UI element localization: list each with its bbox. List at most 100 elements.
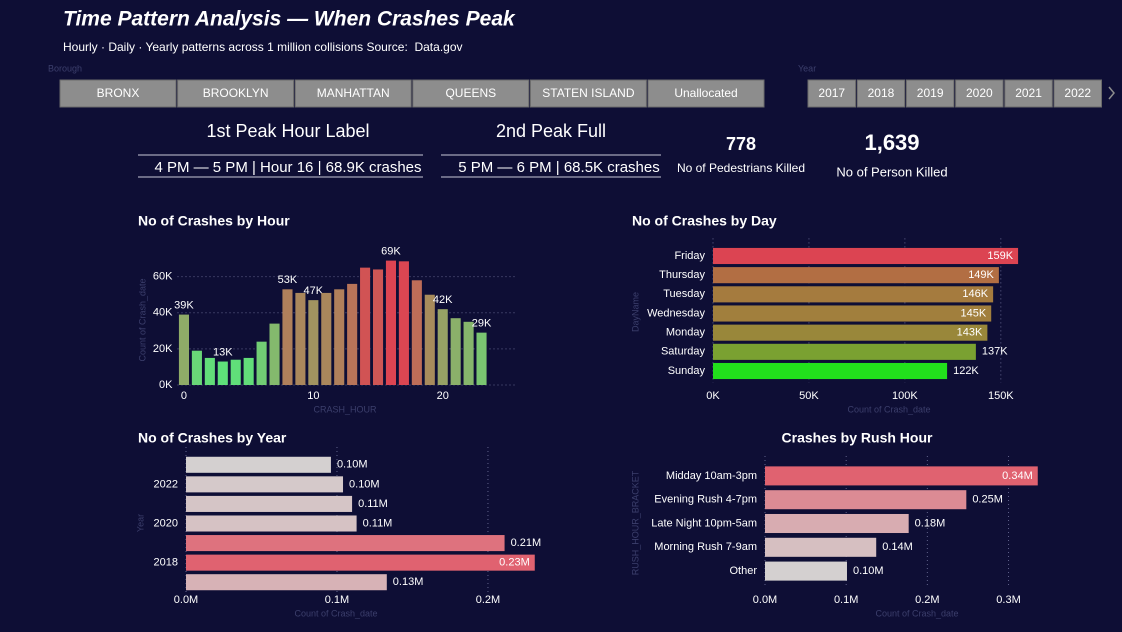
slicer-button[interactable]: 2018 — [856, 79, 906, 108]
y-axis-title: Year — [135, 514, 145, 532]
bar — [437, 309, 448, 385]
button-label[interactable]: 2019 — [917, 86, 944, 100]
y-tick-label: Saturday — [661, 346, 706, 358]
slicer-button[interactable]: BRONX — [59, 79, 177, 108]
bar — [765, 466, 1038, 486]
button-label[interactable]: 2021 — [1015, 86, 1042, 100]
bar — [230, 359, 241, 385]
data-label: 13K — [213, 346, 233, 358]
slicer-button[interactable]: 2022 — [1053, 79, 1102, 108]
slicer-button[interactable]: 2017 — [807, 79, 856, 108]
bar — [713, 343, 976, 360]
slicer-label: Borough — [48, 63, 82, 73]
button-face[interactable] — [177, 79, 295, 108]
bar — [372, 269, 384, 385]
bar — [186, 495, 353, 512]
card: 778 No of Pedestrians Killed — [677, 134, 805, 175]
button-face[interactable] — [807, 79, 856, 108]
bar — [186, 456, 331, 473]
bar — [450, 318, 461, 385]
button-face[interactable] — [1004, 79, 1053, 108]
y-axis-title: Count of Crash_date — [137, 278, 147, 361]
bar — [186, 554, 535, 571]
y-axis-title: DayName — [630, 292, 640, 332]
slicer-button[interactable]: 2021 — [1004, 79, 1053, 108]
x-tick-label: 0K — [706, 390, 720, 402]
chart-title: No of Crashes by Day — [632, 213, 777, 229]
bar — [347, 283, 358, 385]
data-label: 53K — [278, 274, 298, 286]
button-face[interactable] — [856, 79, 906, 108]
button-face[interactable] — [955, 79, 1004, 108]
x-tick-label: 20 — [437, 390, 449, 402]
bar — [243, 357, 254, 385]
button-label[interactable]: BRONX — [97, 86, 140, 100]
button-face[interactable] — [1053, 79, 1102, 108]
y-tick-label: 60K — [153, 271, 173, 283]
card-label: No of Pedestrians Killed — [677, 161, 805, 175]
chart: No of Crashes by Day DayName Count of Cras… — [630, 213, 1019, 414]
bar — [186, 574, 387, 591]
button-label[interactable]: QUEENS — [445, 86, 496, 100]
button-face[interactable] — [647, 79, 765, 108]
x-tick-label: 0.1M — [325, 594, 349, 606]
card-label: 2nd Peak Full — [496, 121, 606, 141]
page-title: Time Pattern Analysis — When Crashes Pea… — [63, 8, 516, 31]
button-label[interactable]: 2017 — [818, 86, 845, 100]
y-tick-label: Thursday — [659, 269, 705, 281]
x-axis-title: Count of Crash_date — [847, 404, 930, 414]
slicer-button[interactable]: BROOKLYN — [177, 79, 295, 108]
data-label: 39K — [174, 299, 194, 311]
bar — [360, 267, 371, 385]
data-label: 0.10M — [349, 478, 380, 490]
slicer-button[interactable]: QUEENS — [412, 79, 530, 108]
y-tick-label: 2018 — [154, 557, 178, 569]
slicer-button[interactable]: MANHATTAN — [294, 79, 412, 108]
y-tick-label: Evening Rush 4-7pm — [654, 494, 757, 506]
chart: No of Crashes by Year Year Count of Crash_… — [135, 430, 541, 619]
button-label[interactable]: 2020 — [966, 86, 993, 100]
card: 1st Peak Hour Label 4 PM — 5 PM | Hour 1… — [138, 121, 423, 178]
y-tick-label: Other — [729, 565, 757, 577]
slicer-button[interactable]: 2019 — [905, 79, 955, 108]
y-tick-label: Monday — [666, 327, 706, 339]
button-label[interactable]: BROOKLYN — [203, 86, 269, 100]
data-label: 0.10M — [853, 565, 884, 577]
bar — [765, 513, 909, 534]
button-face[interactable] — [294, 79, 412, 108]
button-label[interactable]: 2018 — [868, 86, 895, 100]
card-label: No of Person Killed — [836, 164, 947, 179]
button-face[interactable] — [412, 79, 530, 108]
button-label[interactable]: 2022 — [1064, 86, 1091, 100]
scroll-arrow[interactable] — [1108, 86, 1115, 100]
button-face[interactable] — [905, 79, 955, 108]
y-tick-label: 2020 — [154, 517, 178, 529]
data-label: 0.21M — [511, 537, 542, 549]
x-tick-label: 0.0M — [174, 594, 198, 606]
slicer-label: Year — [798, 63, 816, 73]
card: 2nd Peak Full 5 PM — 6 PM | 68.5K crashe… — [441, 121, 661, 178]
data-label: 0.14M — [882, 541, 913, 553]
slicer-button[interactable]: STATEN ISLAND — [529, 79, 647, 108]
x-tick-label: 10 — [307, 390, 319, 402]
bar — [186, 535, 505, 552]
y-tick-label: Late Night 10pm-5am — [651, 517, 757, 529]
button-face[interactable] — [529, 79, 647, 108]
bar — [217, 361, 228, 385]
button-label[interactable]: STATEN ISLAND — [542, 86, 635, 100]
button-label[interactable]: Unallocated — [674, 86, 737, 100]
bar — [463, 321, 474, 385]
bar — [321, 292, 332, 385]
data-label: 0.10M — [337, 459, 368, 471]
slicer-button[interactable]: Unallocated — [647, 79, 765, 108]
x-tick-label: 0.0M — [753, 594, 777, 606]
button-face[interactable] — [59, 79, 177, 108]
bar — [256, 341, 267, 385]
data-label: 137K — [982, 346, 1008, 358]
bar — [334, 289, 345, 385]
bar — [282, 289, 293, 385]
button-label[interactable]: MANHATTAN — [317, 86, 390, 100]
slicer-button[interactable]: 2020 — [955, 79, 1004, 108]
bar — [186, 476, 344, 493]
data-label: 69K — [381, 246, 401, 258]
